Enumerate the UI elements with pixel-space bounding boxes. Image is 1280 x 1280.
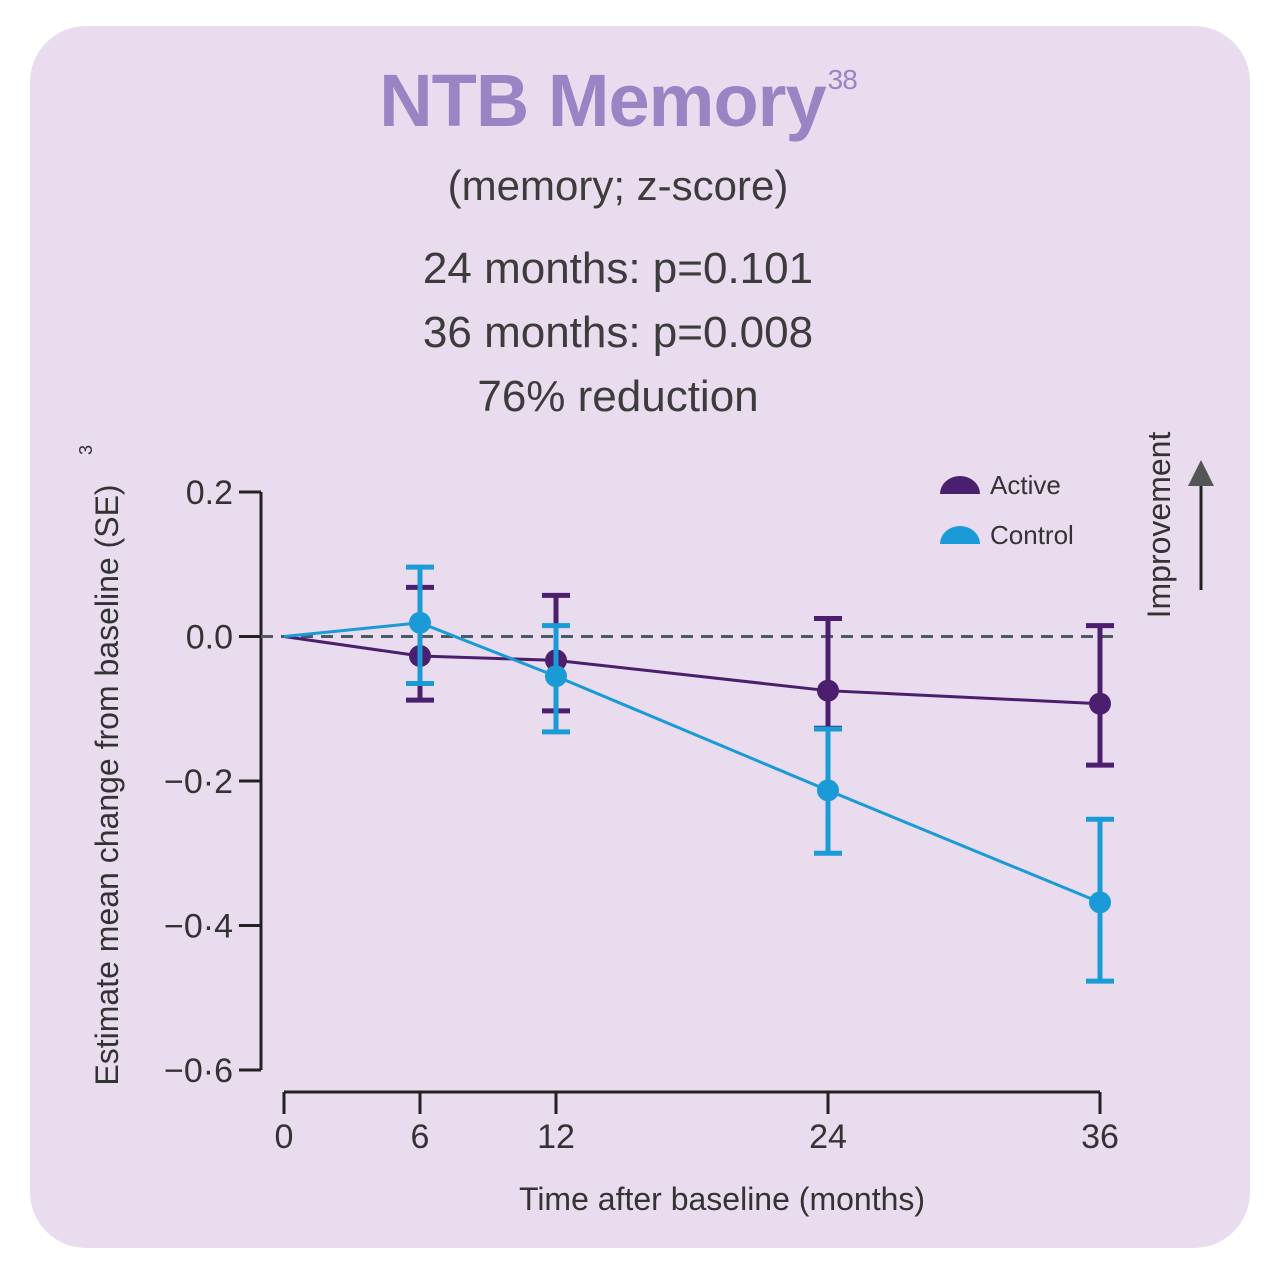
y-tick-label: −0·2 [164,763,233,801]
x-tick-label: 24 [809,1118,847,1156]
legend-marker-control [940,526,980,544]
chart-legend: Active Control [940,470,1074,550]
data-point-control [545,665,567,688]
stat-24-months: 24 months: p=0.101 [422,244,814,293]
chart-axes: 0.2 0.0 −0·2 −0·4 −0·6 0 6 12 24 36 Time after bas… [76,445,1119,1217]
improvement-arrow-head-icon [1188,460,1214,486]
series-line-control [283,621,1101,904]
y-tick-label: 0.0 [186,619,233,657]
chart-marks [261,564,1120,984]
title-reference: 38 [827,64,858,95]
stat-36-months: 36 months: p=0.008 [422,308,814,357]
legend-marker-active [940,476,980,494]
data-point-control [409,611,431,634]
series-active [283,584,1114,768]
chart-subtitle: (memory; z-score) [447,162,789,209]
stat-reduction: 76% reduction [477,372,759,421]
data-point-active [1089,692,1111,715]
series-line-active [283,635,1101,706]
x-tick-label: 36 [1081,1118,1119,1156]
y-tick-label: −0·6 [164,1052,233,1090]
data-point-active [817,679,839,702]
y-tick-label: 0.2 [186,474,233,512]
x-tick-label: 0 [275,1118,294,1156]
title-text: NTB Memory [379,59,826,142]
data-point-control [817,779,839,802]
data-point-control [1089,891,1111,914]
legend-label-control: Control [990,520,1074,550]
legend-label-active: Active [990,470,1061,500]
series-control [283,564,1114,984]
x-tick-label: 12 [537,1118,575,1156]
y-tick-label: −0·4 [164,908,233,946]
x-tick-label: 6 [411,1118,430,1156]
improvement-label: Improvement [1141,432,1177,619]
y-axis-label: Estimate mean change from baseline (SE) [89,484,125,1085]
x-axis-label: Time after baseline (months) [519,1181,925,1217]
chart-title: NTB Memory38 [0,58,1236,143]
y-axis-label-superscript: 3 [76,445,96,455]
chart-extras: Improvement [1141,432,1214,619]
